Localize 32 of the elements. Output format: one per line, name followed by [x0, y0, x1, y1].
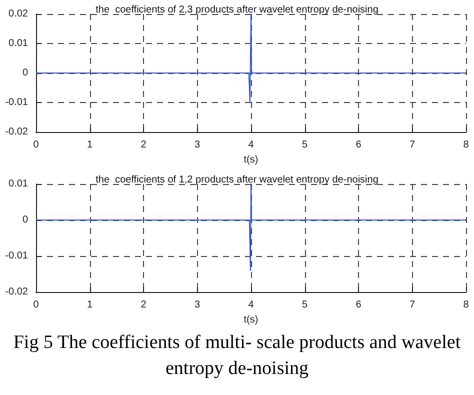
x-tick-label: 5 — [302, 140, 308, 150]
y-tick-label: -0.02 — [5, 126, 28, 138]
x-tick-label: 5 — [302, 300, 308, 310]
y-tick-label: 0.02 — [8, 8, 28, 20]
y-tick-label: -0.01 — [5, 97, 28, 108]
x-axis-title: t(s) — [244, 314, 258, 326]
y-tick-label: -0.02 — [5, 286, 28, 298]
x-tick-label: 0 — [33, 140, 40, 150]
x-tick-label: 2 — [140, 300, 147, 310]
x-tick-label: 0 — [33, 300, 40, 310]
chart-title: the coefficients of 1,2 products after wavelet entropy de-noising — [96, 174, 378, 186]
x-tick-label: 7 — [409, 140, 416, 150]
x-tick-label: 6 — [356, 140, 362, 150]
x-tick-label: 1 — [86, 140, 93, 150]
x-tick-label: 3 — [194, 140, 200, 150]
y-tick-label: -0.01 — [5, 250, 28, 262]
x-tick-label: 7 — [409, 300, 416, 310]
y-tick-label: 0 — [22, 68, 28, 78]
x-tick-label: 8 — [463, 140, 470, 150]
x-tick-label: 3 — [194, 300, 200, 310]
x-axis-title: t(s) — [244, 154, 258, 166]
x-tick-label: 4 — [248, 300, 254, 310]
x-tick-label: 2 — [140, 140, 147, 150]
y-tick-label: 0 — [22, 214, 28, 226]
y-tick-label: 0.01 — [8, 178, 28, 190]
x-tick-label: 1 — [86, 300, 93, 310]
caption: Fig 5 The coefficients of multi- scale products and wavelet entropy de-noising — [12, 331, 462, 381]
chart-title: the coefficients of 2,3 products after wavelet entropy de-noising — [96, 4, 378, 16]
x-tick-label: 8 — [463, 300, 470, 310]
y-tick-label: 0.01 — [8, 38, 28, 49]
x-tick-label: 6 — [356, 300, 362, 310]
x-tick-label: 4 — [248, 140, 254, 150]
